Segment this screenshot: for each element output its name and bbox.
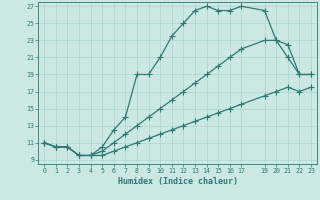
X-axis label: Humidex (Indice chaleur): Humidex (Indice chaleur) [118,177,238,186]
